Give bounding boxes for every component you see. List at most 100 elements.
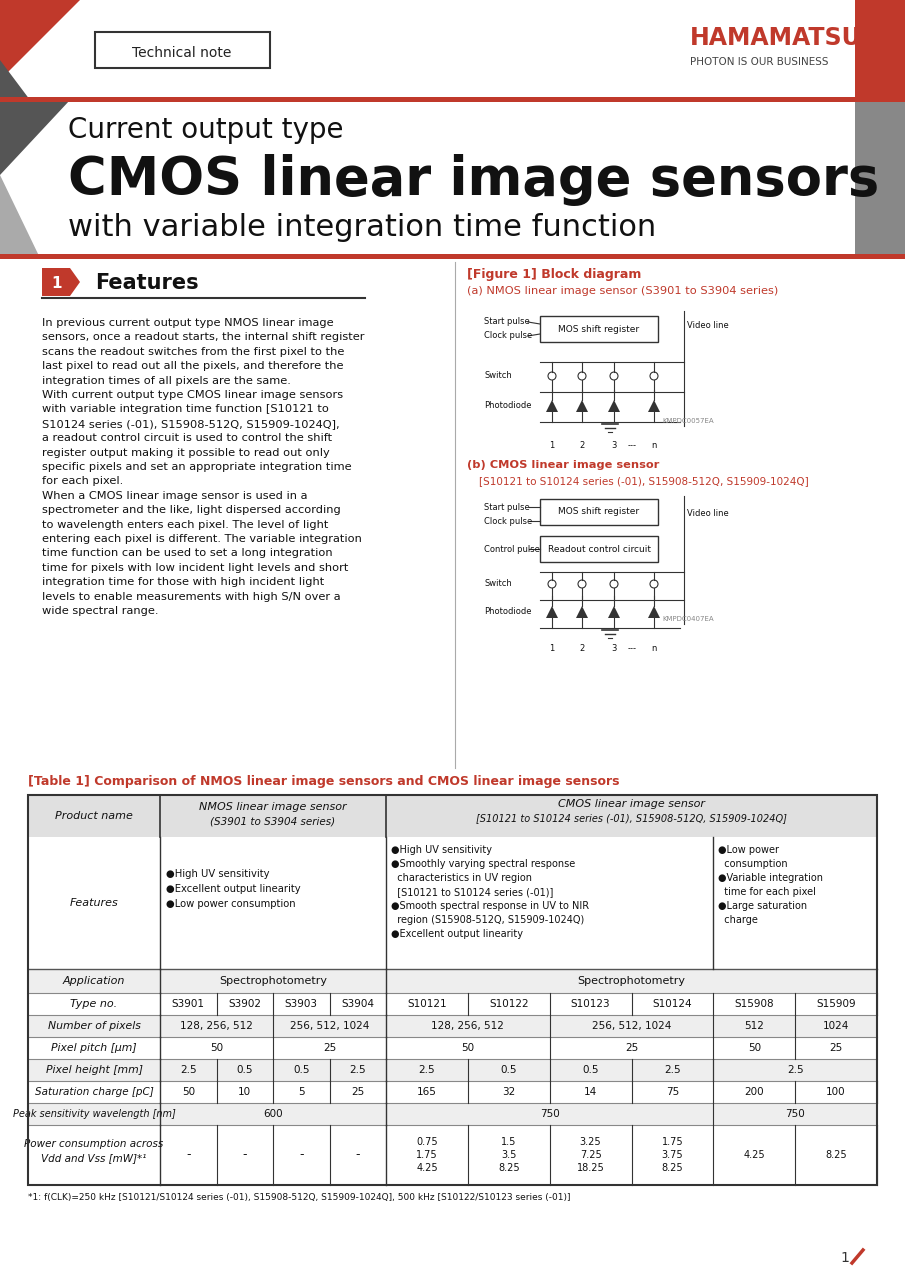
Bar	[897, 100, 905, 259]
Text: Switch: Switch	[484, 580, 511, 589]
Text: 128, 256, 512: 128, 256, 512	[432, 1021, 504, 1030]
Text: 4.25: 4.25	[743, 1149, 765, 1160]
Text: Features: Features	[95, 273, 198, 293]
Text: 32: 32	[502, 1087, 515, 1097]
Text: Pixel pitch [μm]: Pixel pitch [μm]	[52, 1043, 137, 1053]
Text: Readout control circuit: Readout control circuit	[548, 544, 651, 553]
Text: 2.5: 2.5	[349, 1065, 366, 1075]
Text: 1.5
3.5
8.25: 1.5 3.5 8.25	[498, 1137, 519, 1174]
Text: 50: 50	[748, 1043, 761, 1053]
Bar	[0, 253, 905, 259]
Text: CMOS linear image sensor: CMOS linear image sensor	[558, 799, 705, 809]
Text: Current output type: Current output type	[68, 116, 344, 143]
Polygon shape	[546, 399, 558, 412]
Text: 3: 3	[611, 442, 616, 451]
Polygon shape	[0, 175, 40, 259]
Text: Type no.: Type no.	[71, 998, 118, 1009]
Text: MOS shift register: MOS shift register	[558, 507, 640, 517]
Text: Peak sensitivity wavelength [nm]: Peak sensitivity wavelength [nm]	[13, 1108, 176, 1119]
Text: 1.75
3.75
8.25: 1.75 3.75 8.25	[662, 1137, 683, 1174]
Text: NMOS linear image sensor: NMOS linear image sensor	[199, 803, 347, 812]
Text: 2.5: 2.5	[786, 1065, 804, 1075]
Text: 1: 1	[52, 275, 62, 291]
Text: 50: 50	[182, 1087, 195, 1097]
Text: ●Low power
  consumption
●Variable integration
  time for each pixel
●Large satu: ●Low power consumption ●Variable integra…	[719, 845, 824, 925]
Text: S3901: S3901	[172, 998, 205, 1009]
Bar	[540, 316, 658, 342]
Text: S10124: S10124	[653, 998, 692, 1009]
Polygon shape	[0, 0, 80, 79]
Text: 600: 600	[263, 1108, 282, 1119]
Polygon shape	[648, 605, 660, 618]
Text: ---: ---	[627, 442, 636, 451]
Text: Clock pulse: Clock pulse	[484, 332, 532, 340]
Bar	[28, 795, 877, 837]
Bar	[28, 1125, 877, 1185]
Bar	[95, 32, 270, 68]
Text: 25: 25	[624, 1043, 638, 1053]
Text: 0.5: 0.5	[500, 1065, 517, 1075]
Text: 10: 10	[238, 1087, 252, 1097]
Bar	[28, 837, 877, 969]
Text: with variable integration time function: with variable integration time function	[68, 214, 656, 242]
Text: n: n	[652, 644, 657, 653]
Bar	[28, 1103, 877, 1125]
Text: 0.5: 0.5	[582, 1065, 599, 1075]
Text: 750: 750	[786, 1108, 805, 1119]
Text: Photodiode: Photodiode	[484, 608, 531, 617]
Bar	[892, 0, 905, 100]
Text: 512: 512	[744, 1021, 764, 1030]
Text: Application: Application	[62, 975, 125, 986]
Text: 50: 50	[210, 1043, 223, 1053]
Bar	[0, 100, 905, 259]
Bar	[878, 100, 905, 259]
Text: Start pulse: Start pulse	[484, 317, 529, 326]
Text: 5: 5	[298, 1087, 305, 1097]
Text: 0.75
1.75
4.25: 0.75 1.75 4.25	[416, 1137, 438, 1174]
Bar	[540, 536, 658, 562]
Text: 2: 2	[579, 644, 585, 653]
Text: *1: f(CLK)=250 kHz [S10121/S10124 series (-01), S15908-512Q, S15909-1024Q], 500 : *1: f(CLK)=250 kHz [S10121/S10124 series…	[28, 1193, 570, 1202]
Polygon shape	[0, 100, 70, 175]
Text: KMPDC0057EA: KMPDC0057EA	[662, 419, 714, 424]
Polygon shape	[576, 399, 588, 412]
Polygon shape	[648, 399, 660, 412]
Text: 200: 200	[745, 1087, 764, 1097]
Text: 25: 25	[323, 1043, 336, 1053]
Text: Features: Features	[70, 899, 119, 908]
Text: -: -	[243, 1148, 247, 1161]
Text: HAMAMATSU: HAMAMATSU	[690, 26, 862, 50]
Text: Video line: Video line	[687, 321, 729, 330]
Text: 750: 750	[539, 1108, 559, 1119]
Bar	[855, 0, 905, 100]
Text: 165: 165	[417, 1087, 437, 1097]
Bar	[868, 0, 905, 100]
Bar	[0, 97, 905, 102]
Text: S15908: S15908	[735, 998, 774, 1009]
Text: PHOTON IS OUR BUSINESS: PHOTON IS OUR BUSINESS	[690, 58, 828, 67]
Text: S3903: S3903	[285, 998, 318, 1009]
Bar	[28, 795, 877, 1185]
Text: 3.25
7.25
18.25: 3.25 7.25 18.25	[576, 1137, 605, 1174]
Text: Start pulse: Start pulse	[484, 503, 529, 512]
Bar	[892, 100, 905, 259]
Text: 2.5: 2.5	[419, 1065, 435, 1075]
Text: (a) NMOS linear image sensor (S3901 to S3904 series): (a) NMOS linear image sensor (S3901 to S…	[467, 285, 778, 296]
Text: MOS shift register: MOS shift register	[558, 325, 640, 334]
Text: CMOS linear image sensors: CMOS linear image sensors	[68, 154, 880, 206]
Text: Control pulse: Control pulse	[484, 544, 540, 553]
Bar	[897, 0, 905, 100]
Text: In previous current output type NMOS linear image
sensors, once a readout starts: In previous current output type NMOS lin…	[42, 317, 365, 616]
Text: 14: 14	[584, 1087, 597, 1097]
Text: Spectrophotometry: Spectrophotometry	[577, 975, 685, 986]
Text: ●High UV sensitivity
●Excellent output linearity
●Low power consumption: ●High UV sensitivity ●Excellent output l…	[166, 869, 300, 909]
Text: Switch: Switch	[484, 371, 511, 380]
Text: S10121: S10121	[407, 998, 447, 1009]
Polygon shape	[0, 60, 30, 100]
Text: (S3901 to S3904 series): (S3901 to S3904 series)	[211, 817, 336, 826]
Bar	[28, 1059, 877, 1082]
Text: [Figure 1] Block diagram: [Figure 1] Block diagram	[467, 268, 642, 282]
Text: S10122: S10122	[489, 998, 529, 1009]
Polygon shape	[546, 605, 558, 618]
Text: Spectrophotometry: Spectrophotometry	[219, 975, 327, 986]
